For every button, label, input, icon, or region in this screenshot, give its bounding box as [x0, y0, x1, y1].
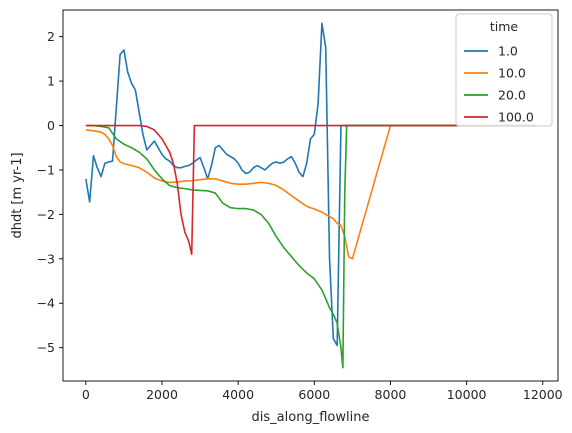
- x-tick-label: 8000: [375, 387, 407, 402]
- x-tick-label: 2000: [146, 387, 178, 402]
- legend: time 1.0 10.0 20.0 100.0: [456, 14, 552, 126]
- legend-label-1.0: 1.0: [498, 44, 518, 59]
- y-tick-label: −4: [37, 296, 55, 311]
- y-tick-label: 1: [47, 74, 55, 89]
- x-tick-label: 10000: [447, 387, 487, 402]
- y-tick-label: −2: [37, 207, 55, 222]
- legend-label-20.0: 20.0: [498, 88, 526, 103]
- legend-label-100.0: 100.0: [498, 110, 534, 125]
- series-line-20.0: [86, 126, 535, 368]
- series-line-10.0: [86, 126, 535, 259]
- x-axis-label: dis_along_flowline: [252, 410, 370, 425]
- y-axis-label: dhdt [m yr-1]: [10, 152, 25, 238]
- y-tick-label: 0: [47, 118, 55, 133]
- y-tick-label: −5: [37, 340, 55, 355]
- series-line-100.0: [86, 126, 535, 255]
- legend-label-10.0: 10.0: [498, 66, 526, 81]
- y-tick-label: −1: [37, 162, 55, 177]
- legend-title: time: [490, 19, 519, 34]
- y-tick-label: 2: [47, 29, 55, 44]
- x-tick-label: 6000: [298, 387, 330, 402]
- x-tick-label: 0: [82, 387, 90, 402]
- y-tick-label: −3: [37, 251, 55, 266]
- x-tick-label: 12000: [523, 387, 563, 402]
- x-tick-label: 4000: [222, 387, 254, 402]
